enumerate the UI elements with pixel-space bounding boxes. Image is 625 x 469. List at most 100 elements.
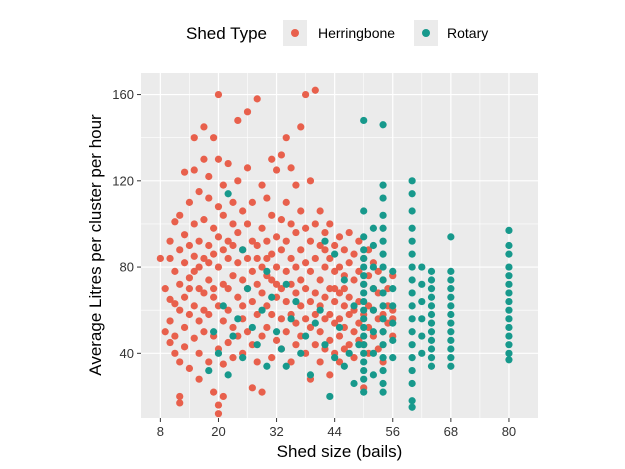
data-point-rotary	[360, 297, 368, 306]
data-point-herringbone	[234, 259, 242, 267]
data-point-rotary	[379, 354, 387, 362]
data-point-herringbone	[248, 267, 256, 275]
legend-marker-rotary	[422, 29, 430, 37]
data-point-rotary	[379, 276, 387, 284]
data-point-herringbone	[200, 123, 208, 131]
data-point-rotary	[379, 341, 387, 349]
data-point-rotary	[369, 371, 377, 379]
data-point-rotary	[389, 267, 397, 275]
data-point-herringbone	[200, 216, 208, 224]
data-point-rotary	[360, 272, 368, 280]
data-point-herringbone	[355, 237, 363, 245]
data-point-herringbone	[229, 354, 237, 362]
data-point-rotary	[331, 354, 339, 362]
data-point-rotary	[408, 276, 416, 284]
data-point-rotary	[408, 250, 416, 258]
data-point-herringbone	[268, 155, 276, 163]
data-point-herringbone	[331, 319, 339, 327]
data-point-herringbone	[190, 302, 198, 310]
data-point-rotary	[282, 280, 290, 288]
data-point-herringbone	[195, 349, 203, 357]
data-point-herringbone	[180, 231, 189, 239]
data-point-herringbone	[287, 358, 295, 366]
data-point-herringbone	[180, 343, 189, 351]
data-point-herringbone	[345, 293, 353, 301]
data-point-herringbone	[258, 224, 266, 232]
data-point-herringbone	[195, 285, 203, 293]
data-point-herringbone	[321, 263, 329, 271]
data-point-rotary	[287, 315, 295, 323]
data-point-rotary	[360, 280, 368, 288]
data-point-herringbone	[263, 237, 271, 245]
data-point-herringbone	[292, 319, 300, 327]
data-point-rotary	[408, 190, 416, 198]
data-point-rotary	[447, 354, 455, 362]
data-point-herringbone	[214, 410, 223, 418]
data-point-herringbone	[350, 276, 358, 284]
data-point-rotary	[243, 285, 252, 293]
data-point-herringbone	[176, 358, 184, 366]
x-tick-label: 80	[502, 424, 516, 439]
data-point-herringbone	[166, 317, 174, 325]
data-point-rotary	[326, 392, 334, 401]
data-point-herringbone	[214, 90, 223, 99]
data-point-rotary	[408, 237, 416, 245]
data-point-herringbone	[311, 220, 319, 228]
data-point-herringbone	[253, 280, 261, 288]
data-point-herringbone	[253, 95, 261, 103]
data-point-herringbone	[282, 267, 290, 275]
data-point-herringbone	[234, 228, 242, 237]
data-point-rotary	[253, 341, 261, 349]
data-point-rotary	[447, 345, 455, 353]
data-point-rotary	[219, 302, 227, 310]
data-point-herringbone	[268, 310, 276, 319]
data-point-herringbone	[185, 364, 194, 373]
data-point-herringbone	[292, 263, 300, 271]
data-point-rotary	[369, 328, 377, 336]
data-point-rotary	[263, 362, 271, 370]
data-point-rotary	[427, 336, 436, 344]
x-tick-label: 32	[269, 424, 283, 439]
data-point-rotary	[408, 315, 416, 323]
data-point-herringbone	[161, 285, 169, 293]
data-point-herringbone	[180, 168, 189, 176]
data-point-rotary	[282, 362, 290, 370]
data-point-herringbone	[331, 241, 339, 250]
data-point-herringbone	[190, 166, 198, 174]
data-point-herringbone	[185, 241, 194, 250]
data-point-rotary	[360, 315, 368, 323]
data-point-herringbone	[234, 293, 242, 301]
data-point-herringbone	[297, 302, 305, 310]
data-point-rotary	[379, 121, 387, 129]
data-point-rotary	[505, 280, 513, 288]
data-point-herringbone	[219, 360, 227, 368]
data-point-herringbone	[316, 276, 324, 284]
data-point-herringbone	[219, 181, 227, 189]
data-point-herringbone	[306, 177, 315, 185]
data-point-herringbone	[282, 297, 290, 306]
data-point-herringbone	[364, 302, 373, 310]
data-point-rotary	[418, 297, 426, 306]
data-point-herringbone	[306, 297, 315, 306]
data-point-rotary	[447, 285, 455, 293]
data-point-rotary	[427, 285, 436, 293]
x-tick-label: 8	[157, 424, 164, 439]
data-point-rotary	[239, 354, 247, 362]
data-point-herringbone	[166, 295, 174, 304]
data-point-herringbone	[350, 250, 358, 258]
data-point-herringbone	[311, 310, 319, 319]
data-point-herringbone	[180, 293, 189, 301]
data-point-herringbone	[331, 267, 339, 275]
data-point-herringbone	[190, 334, 198, 342]
data-point-herringbone	[210, 285, 218, 293]
data-point-rotary	[379, 328, 387, 336]
data-point-herringbone	[171, 332, 179, 340]
data-point-herringbone	[292, 289, 300, 297]
data-point-herringbone	[345, 228, 353, 237]
data-point-rotary	[302, 332, 310, 340]
data-point-herringbone	[176, 211, 184, 219]
data-point-rotary	[447, 310, 455, 319]
data-point-rotary	[418, 332, 426, 340]
data-point-rotary	[239, 246, 247, 254]
data-point-herringbone	[205, 310, 213, 319]
